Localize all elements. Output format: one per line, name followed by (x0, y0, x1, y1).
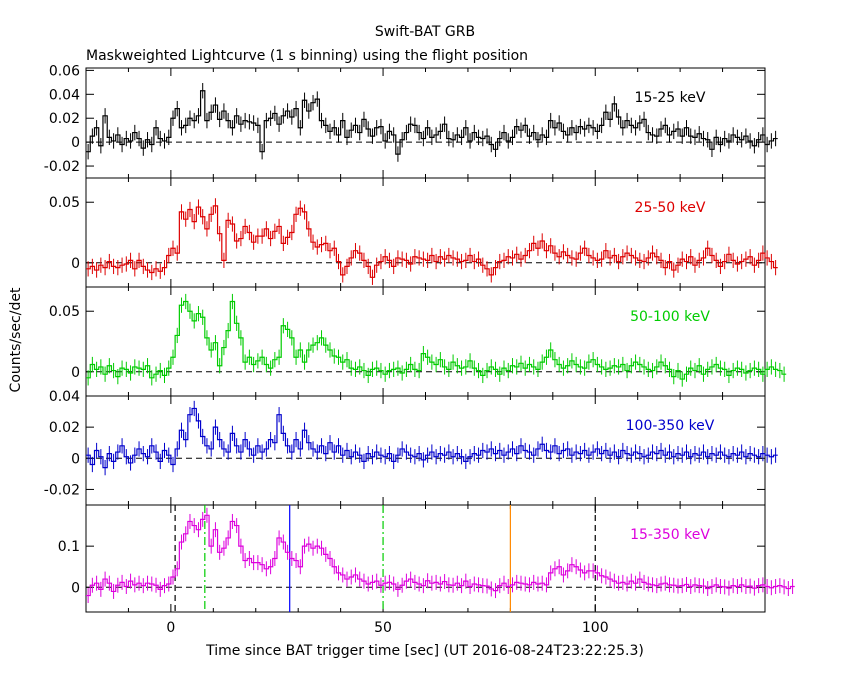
y-tick-label: 0.04 (49, 389, 80, 405)
band-label: 15-25 keV (635, 90, 706, 106)
y-tick-label: 0 (71, 451, 80, 467)
lightcurve-series (86, 514, 795, 597)
y-tick-label: 0.04 (49, 87, 80, 103)
y-tick-label: -0.02 (44, 482, 80, 498)
band-label: 50-100 keV (630, 309, 710, 325)
y-tick-label: 0.05 (49, 304, 80, 320)
lightcurve-series (86, 300, 787, 380)
panel-2: 0 0.05 25-50 keV (49, 177, 778, 288)
y-tick-label: 0.1 (58, 539, 80, 555)
x-tick-label: 50 (374, 620, 392, 636)
y-tick-label: -0.02 (44, 159, 80, 175)
y-axis-label: Counts/sec/det (8, 287, 24, 392)
y-tick-label: 0 (71, 365, 80, 381)
lightcurve-series (86, 205, 778, 278)
panel-1: -0.02 0 0.02 0.04 0.06 15-25 keV (44, 63, 778, 179)
lightcurve-series (86, 407, 778, 469)
x-tick-label: 0 (166, 620, 175, 636)
y-tick-label: 0.06 (49, 63, 80, 79)
y-tick-label: 0 (71, 580, 80, 596)
panel-3: 0 0.05 50-100 keV (49, 286, 787, 397)
panel-5: 0 0.1 15-350 keV (58, 504, 795, 613)
panel-4: -0.02 0 0.02 0.04 100-350 keV (44, 389, 778, 506)
panel-frame (85, 177, 766, 288)
band-label: 25-50 keV (635, 200, 706, 216)
y-tick-label: 0.05 (49, 195, 80, 211)
y-tick-label: 0 (71, 135, 80, 151)
band-label: 100-350 keV (626, 418, 715, 434)
x-axis-label: Time since BAT trigger time [sec] (UT 20… (205, 643, 644, 659)
band-label: 15-350 keV (630, 527, 710, 543)
y-tick-label: 0.02 (49, 420, 80, 436)
y-tick-label: 0.02 (49, 111, 80, 127)
y-tick-label: 0 (71, 256, 80, 272)
chart-title: Swift-BAT GRB (375, 24, 475, 40)
lightcurve-series (86, 90, 778, 155)
x-tick-label: 100 (582, 620, 609, 636)
chart-subtitle: Maskweighted Lightcurve (1 s binning) us… (86, 48, 528, 64)
